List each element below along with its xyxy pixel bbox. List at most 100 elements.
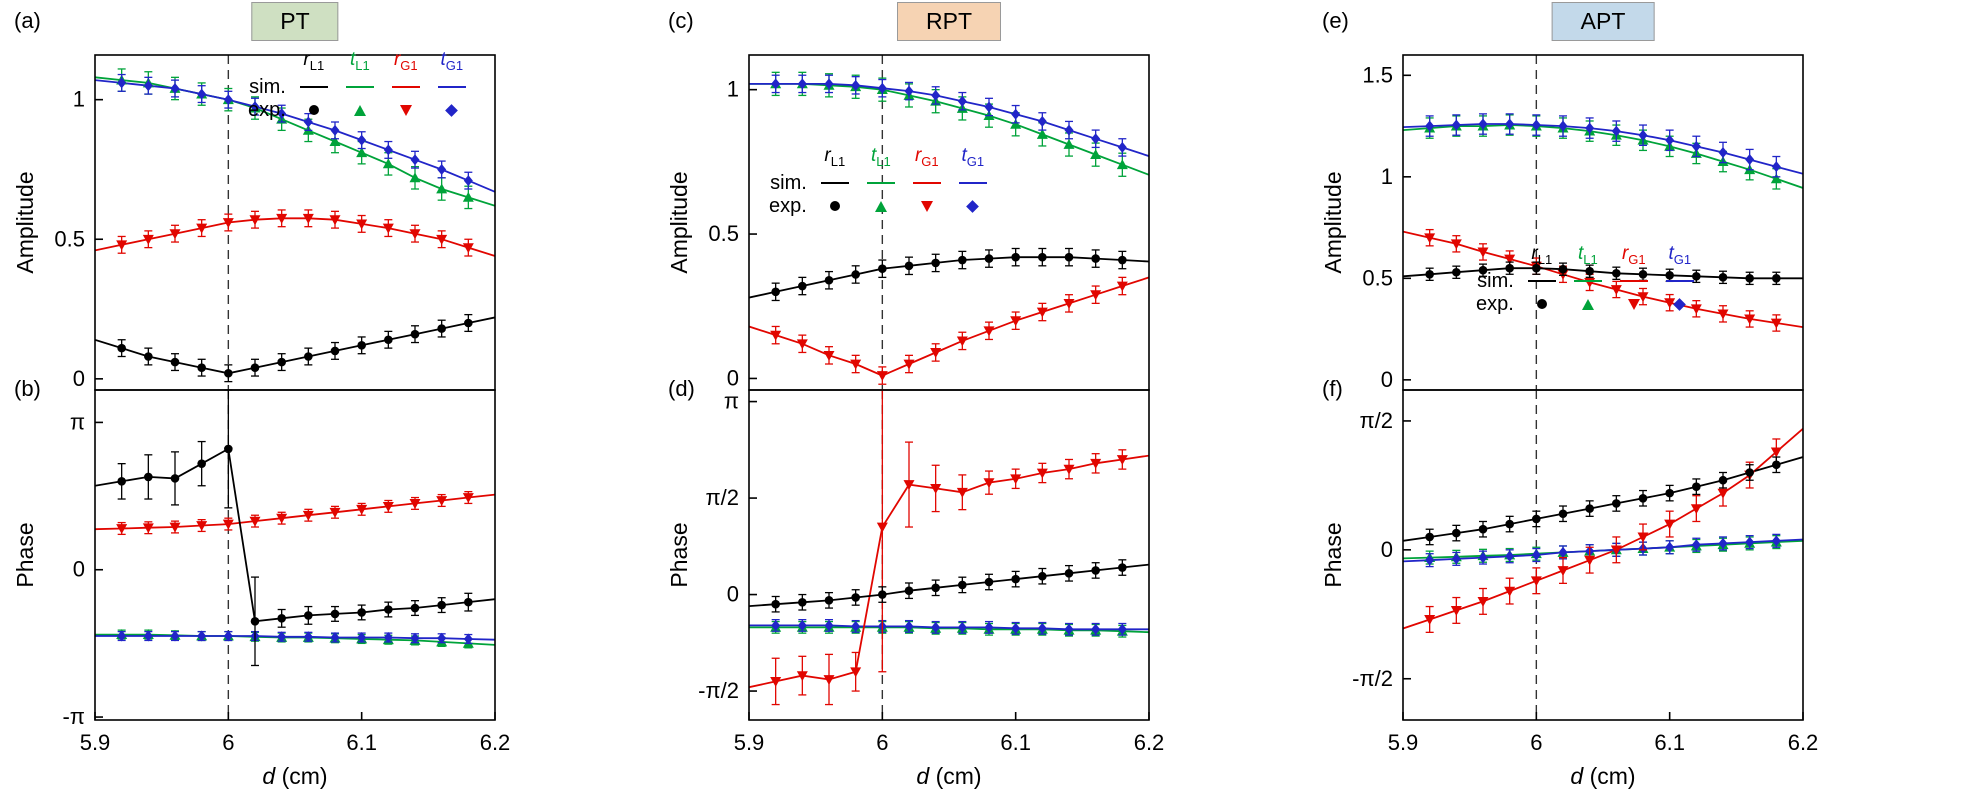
panel-e: 0 0.5 1 1.5 Amplitude — [1320, 54, 1804, 392]
series-rG1-exp-markers — [770, 276, 1128, 385]
ytick-label-e: 1 — [1381, 164, 1393, 189]
y-axis-label-f: Phase — [1320, 522, 1346, 587]
series-tG1-sim-line — [1403, 538, 1803, 563]
triangle-up-marker-icon — [874, 200, 887, 212]
y-axis-label-e: Amplitude — [1320, 171, 1346, 273]
series-tG1-sim-line — [749, 83, 1149, 157]
panel-border-d — [748, 389, 1150, 721]
series-rL1-exp-markers — [1425, 456, 1781, 546]
panel-border-e — [1402, 54, 1804, 391]
xtick-label: 6 — [876, 730, 888, 755]
series-tG1-sim-line — [1403, 123, 1803, 175]
rpt-badge: RPT — [897, 2, 1001, 41]
panel-label-e: (e) — [1322, 8, 1349, 33]
xtick-label: 6 — [222, 730, 234, 755]
legend-exp-label: exp. — [769, 194, 807, 217]
series-rL1-exp-markers — [1425, 261, 1781, 286]
legend-simline-rL1 — [1527, 279, 1556, 282]
legend-label-tG1: tG1 — [1668, 243, 1692, 267]
ytick-label-c: 0.5 — [708, 221, 739, 246]
ytick-label-a: 0.5 — [54, 226, 85, 251]
panel-label-b: (b) — [14, 376, 41, 401]
series-rG1-sim-line — [1403, 230, 1803, 328]
chart-rpt: 0 0.5 1 Amplitude π π/2 0 -π/2 Phase 5.9 6 6.1 6.2 d … — [666, 54, 1164, 789]
ytick-label-d: π — [724, 389, 739, 414]
series-rG1-sim-line — [749, 454, 1149, 689]
legend-simline-tL1 — [1573, 279, 1602, 282]
legend-simline-rL1 — [820, 181, 849, 184]
legend-label-tG1: tG1 — [440, 49, 464, 73]
legend-simline-rG1 — [1619, 279, 1648, 282]
y-axis-label-d: Phase — [666, 522, 692, 587]
legend-exp-label: exp. — [248, 98, 286, 121]
pt-badge: PT — [251, 2, 339, 41]
y-axis-label-b: Phase — [12, 522, 38, 587]
series-rL1-exp-markers — [117, 313, 473, 383]
series-rG1-sim-line — [749, 276, 1149, 377]
chart-pt: 0 0.5 1 Amplitude π 0 -π Phase 5.9 6 6.1 6.2 d (cm) — [12, 54, 510, 789]
legend-simline-rL1 — [299, 85, 328, 88]
y-axis-label-c: Amplitude — [666, 171, 692, 273]
x-axis-label: d (cm) — [1570, 763, 1635, 789]
legend-sim-label: sim. — [770, 171, 807, 194]
series-tL1-sim-line — [1403, 124, 1803, 189]
legend-simline-tG1 — [437, 85, 466, 88]
series-rL1-sim-line — [749, 256, 1149, 299]
legend-label-rL1: rL1 — [1531, 243, 1553, 267]
legend-simline-tL1 — [866, 181, 895, 184]
legend-simline-tL1 — [345, 85, 374, 88]
ytick-label-f: 0 — [1381, 537, 1393, 562]
series-rL1-sim-line — [95, 447, 495, 623]
series-tG1-exp-markers — [771, 74, 1127, 157]
triangle-up-marker-icon — [353, 104, 366, 116]
ytick-label-e: 0 — [1381, 367, 1393, 392]
xtick-label: 5.9 — [1388, 730, 1419, 755]
x-axis-label: d (cm) — [262, 763, 327, 789]
xtick-label: 6.1 — [346, 730, 377, 755]
diamond-marker-icon — [966, 199, 980, 213]
ytick-label-b: 0 — [73, 557, 85, 582]
xtick-label: 6.2 — [1788, 730, 1819, 755]
legend-label-tL1: tL1 — [349, 49, 370, 73]
series-tG1-sim-line — [95, 79, 495, 193]
x-axis-label: d (cm) — [916, 763, 981, 789]
legend-simline-tG1 — [1665, 279, 1694, 282]
series-tG1-exp-markers — [1425, 533, 1781, 568]
series-rL1-sim-line — [1403, 456, 1803, 542]
legend-label-tG1: tG1 — [961, 145, 985, 169]
series-tG1-exp-markers — [1425, 113, 1781, 178]
series-rG1-sim-line — [95, 217, 495, 257]
series-tG1-exp-markers — [771, 618, 1127, 636]
legend-simline-rG1 — [391, 85, 420, 88]
legend-rpt: rL1 tL1 rG1 tG1 sim. exp. — [769, 146, 996, 218]
ytick-label-d: π/2 — [705, 485, 739, 510]
panel-label-a: (a) — [14, 8, 41, 33]
series-rG1-exp-markers — [770, 389, 1128, 706]
ytick-label-f: -π/2 — [1352, 666, 1393, 691]
series-tL1-sim-line — [95, 76, 495, 207]
triangle-down-marker-icon — [920, 200, 933, 212]
ytick-label-b: -π — [62, 704, 85, 729]
panel-a: 0 0.5 1 Amplitude — [12, 54, 496, 391]
legend-exp-label: exp. — [1476, 292, 1514, 315]
ytick-label-a: 0 — [73, 366, 85, 391]
panel-label-c: (c) — [668, 8, 694, 33]
series-rL1-exp-markers — [117, 389, 473, 667]
ytick-label-e: 0.5 — [1362, 265, 1393, 290]
panel-c: 0 0.5 1 Amplitude — [666, 54, 1150, 391]
legend-label-rG1: rG1 — [393, 49, 418, 73]
series-rL1-sim-line — [1403, 267, 1803, 280]
panel-f: π/2 0 -π/2 Phase 5.9 6 6.1 6.2 d (cm) — [1320, 389, 1819, 789]
triangle-down-marker-icon — [1627, 298, 1640, 310]
panel-d: π π/2 0 -π/2 Phase 5.9 6 6.1 6.2 d (cm) — [666, 389, 1164, 789]
xtick-label: 5.9 — [734, 730, 765, 755]
ytick-label-b: π — [70, 409, 85, 434]
legend-pt: rL1 tL1 rG1 tG1 sim. exp. — [248, 50, 475, 122]
column-pt: PT (a) (b) 0 0.5 1 Amplitude π 0 -π Phase 5.9 6 6.… — [0, 0, 654, 800]
triangle-down-marker-icon — [399, 104, 412, 116]
legend-label-rL1: rL1 — [824, 145, 846, 169]
ytick-label-f: π/2 — [1359, 408, 1393, 433]
y-axis-label-a: Amplitude — [12, 171, 38, 273]
column-apt: APT (e) (f) 0 0.5 1 1.5 Amplitude π/2 0 -π/2 Pha… — [1308, 0, 1962, 800]
